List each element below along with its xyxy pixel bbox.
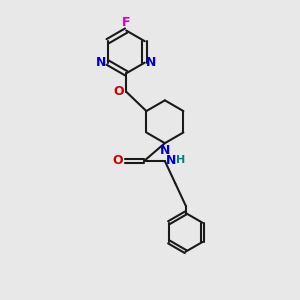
Text: N: N <box>160 144 170 157</box>
Text: N: N <box>96 56 106 69</box>
Text: N: N <box>146 56 157 69</box>
Text: O: O <box>112 154 123 167</box>
Text: N: N <box>166 154 177 167</box>
Text: O: O <box>113 85 124 98</box>
Text: F: F <box>122 16 130 29</box>
Text: H: H <box>176 154 185 164</box>
